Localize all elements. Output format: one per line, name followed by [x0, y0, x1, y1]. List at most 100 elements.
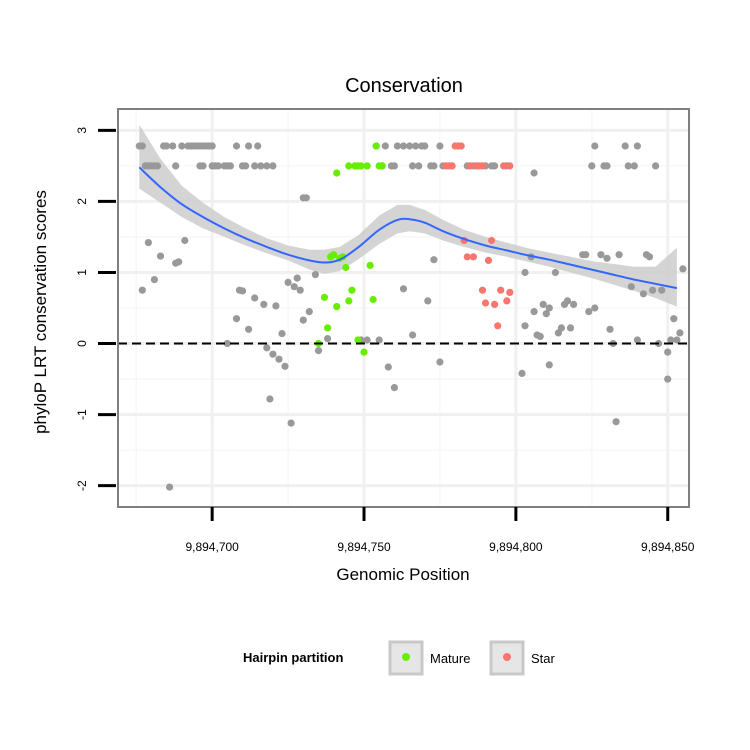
point-none	[284, 278, 292, 286]
point-mature	[330, 251, 338, 259]
point-star	[491, 300, 499, 308]
x-axis: 9,894,700 9,894,750 9,894,800 9,894,850	[185, 507, 695, 554]
point-none	[363, 336, 371, 344]
point-none	[287, 419, 295, 427]
y-tick-label: 3	[75, 127, 89, 134]
point-none	[399, 142, 408, 150]
x-tick-label: 9,894,750	[337, 540, 391, 554]
point-none	[266, 395, 274, 403]
point-none	[175, 258, 183, 266]
point-mature	[342, 263, 350, 272]
point-star	[466, 162, 474, 170]
point-none	[630, 162, 638, 170]
y-axis-label: phyloP LRT conservation scores	[31, 190, 50, 434]
point-none	[299, 316, 307, 324]
y-tick-label: -2	[75, 480, 89, 491]
point-mature	[369, 295, 377, 304]
point-none	[138, 286, 146, 294]
point-none	[557, 324, 566, 332]
point-none	[612, 418, 620, 426]
x-tick-label: 9,894,700	[185, 540, 239, 554]
point-none	[263, 344, 271, 352]
point-none	[254, 142, 262, 150]
point-none	[521, 322, 529, 330]
point-none	[314, 347, 323, 355]
point-none	[530, 308, 538, 316]
point-star	[484, 256, 493, 264]
x-tick-label: 9,894,850	[641, 540, 695, 554]
point-none	[251, 162, 259, 170]
point-none	[539, 300, 547, 308]
point-none	[536, 332, 544, 340]
point-none	[639, 290, 648, 298]
point-none	[664, 375, 672, 383]
point-none	[627, 283, 635, 291]
point-none	[181, 236, 189, 245]
point-none	[399, 285, 408, 293]
point-star	[457, 142, 465, 150]
point-none	[311, 271, 319, 279]
point-star	[463, 253, 471, 261]
point-none	[163, 142, 171, 150]
point-none	[409, 162, 417, 170]
point-mature	[357, 162, 365, 170]
point-none	[603, 254, 611, 262]
point-none	[424, 297, 432, 305]
point-none	[673, 336, 681, 344]
point-none	[645, 253, 654, 261]
point-none	[375, 336, 383, 344]
point-star	[478, 162, 487, 170]
point-none	[412, 142, 420, 150]
point-star	[494, 322, 502, 330]
point-none	[278, 330, 286, 338]
point-star	[448, 162, 456, 170]
point-none	[232, 315, 241, 323]
point-none	[570, 300, 578, 308]
point-none	[166, 483, 174, 491]
point-none	[144, 239, 152, 247]
point-none	[591, 142, 599, 150]
point-none	[597, 251, 605, 259]
point-none	[436, 142, 444, 150]
point-none	[633, 336, 642, 344]
point-none	[178, 142, 186, 150]
legend-marker-star	[503, 653, 511, 661]
point-none	[150, 276, 158, 284]
point-none	[384, 363, 392, 371]
point-none	[563, 297, 572, 305]
point-none	[390, 162, 398, 170]
legend-label-star: Star	[531, 651, 556, 666]
point-none	[172, 162, 180, 170]
point-none	[621, 142, 629, 150]
y-tick-label: 2	[75, 198, 89, 205]
point-none	[238, 287, 247, 295]
point-none	[302, 194, 310, 202]
point-mature	[372, 142, 380, 150]
point-none	[649, 286, 657, 294]
point-mature	[324, 324, 332, 332]
point-none	[679, 265, 687, 273]
point-none	[670, 315, 678, 323]
point-none	[633, 142, 642, 150]
point-mature	[363, 162, 371, 170]
point-none	[275, 355, 283, 363]
point-none	[269, 350, 277, 358]
scatter-points	[135, 142, 687, 491]
point-star	[478, 286, 487, 294]
point-mature	[320, 293, 329, 301]
smooth-fit-line	[138, 166, 678, 290]
point-none	[223, 339, 231, 348]
point-none	[251, 294, 259, 302]
point-none	[272, 302, 280, 310]
point-none	[588, 162, 596, 170]
point-none	[381, 142, 389, 150]
point-none	[208, 142, 216, 150]
point-none	[664, 348, 672, 356]
point-none	[214, 162, 222, 170]
point-none	[436, 358, 444, 366]
point-mature	[360, 348, 368, 356]
point-star	[488, 236, 496, 245]
confidence-band	[139, 124, 677, 307]
point-none	[676, 329, 684, 337]
point-none	[415, 162, 423, 170]
